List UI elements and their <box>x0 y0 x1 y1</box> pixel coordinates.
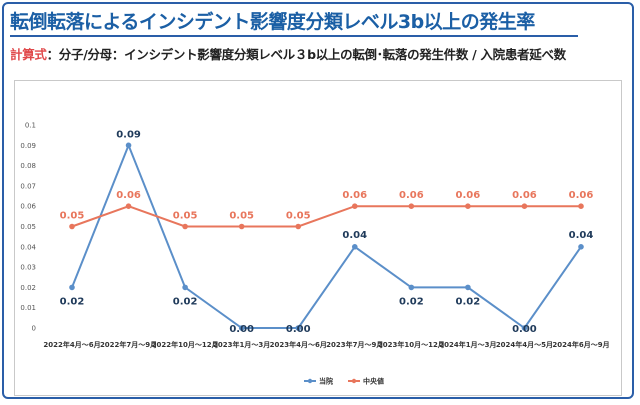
series-line-2 <box>71 205 581 228</box>
data-point <box>578 203 584 209</box>
legend-label-1: 当院 <box>319 377 333 386</box>
chart-area-border <box>14 80 622 396</box>
legend-label-2: 中央値 <box>363 377 384 386</box>
data-point <box>521 325 528 331</box>
data-point <box>125 142 132 149</box>
line-chart: 0 0.01 0.02 0.03 0.04 0.05 0.06 0.07 0.08 0.09 0.1… <box>20 122 609 386</box>
data-point <box>295 325 302 331</box>
data-label: 0.04 <box>342 230 367 241</box>
data-point <box>465 284 471 291</box>
page-title: 転倒転落によるインシデント影響度分類レベル3b以上の発生率 <box>10 11 535 33</box>
y-tick-label: 0 <box>32 325 36 333</box>
data-label: 0.02 <box>399 296 424 307</box>
x-tick-label: 2023年4月～6月 <box>270 340 327 349</box>
data-label: 0.02 <box>173 296 198 307</box>
y-tick-label: 0.08 <box>20 162 36 170</box>
data-label: 0.06 <box>512 190 537 201</box>
x-tick-label: 2024年4月～5月 <box>496 340 553 349</box>
data-label: 0.06 <box>116 190 141 201</box>
data-label: 0.05 <box>173 211 198 222</box>
data-point <box>238 325 245 331</box>
data-label: 0.09 <box>116 129 141 140</box>
y-tick-label: 0.06 <box>20 203 36 211</box>
data-point <box>69 223 75 230</box>
data-label: 0.00 <box>512 324 537 335</box>
data-label: 0.04 <box>569 230 594 241</box>
data-label: 0.02 <box>60 296 85 307</box>
data-point <box>69 284 75 291</box>
data-label: 0.00 <box>286 324 311 335</box>
y-tick-label: 0.02 <box>20 284 36 292</box>
x-tick-label: 2022年4月～6月 <box>43 340 100 349</box>
y-tick-label: 0.01 <box>20 304 36 312</box>
data-point <box>408 203 415 209</box>
data-label: 0.05 <box>60 211 85 222</box>
x-tick-label: 2022年7月～9月 <box>100 340 157 349</box>
data-label: 0.06 <box>456 190 481 201</box>
x-tick-label: 2023年7月～9月 <box>326 340 383 349</box>
data-point <box>351 203 358 209</box>
data-label: 0.06 <box>342 190 367 201</box>
data-label: 0.06 <box>569 190 594 201</box>
data-point <box>125 203 132 209</box>
y-tick-label: 0.05 <box>20 223 36 231</box>
data-point <box>182 223 188 230</box>
data-label: 0.00 <box>229 324 254 335</box>
series-line-1 <box>71 142 582 330</box>
data-label: 0.05 <box>286 211 311 222</box>
legend-marker-2 <box>351 378 357 384</box>
data-point <box>295 223 302 230</box>
x-tick-label: 2024年1月～3月 <box>439 340 496 349</box>
x-tick-label: 2023年10月～12月 <box>378 340 445 349</box>
y-tick-label: 0.09 <box>20 142 36 150</box>
x-tick-label: 2024年6月～9月 <box>552 340 609 349</box>
data-label: 0.02 <box>456 296 481 307</box>
data-point <box>238 223 245 230</box>
title-underline <box>10 35 578 37</box>
data-point <box>408 284 415 291</box>
data-point <box>578 244 584 250</box>
y-tick-label: 0.03 <box>20 264 36 272</box>
data-point <box>521 203 528 209</box>
data-label: 0.05 <box>229 211 254 222</box>
formula-text: ：分子/分母：インシデント影響度分類レベル３b以上の転倒･転落の発生件数 / 入… <box>46 47 567 62</box>
x-tick-label: 2022年10月～12月 <box>152 340 219 349</box>
data-label: 0.06 <box>399 190 424 201</box>
data-point <box>182 284 188 291</box>
legend-marker-1 <box>307 378 313 384</box>
data-point <box>351 244 358 250</box>
data-point <box>465 203 471 209</box>
formula-line: 計算式：分子/分母：インシデント影響度分類レベル３b以上の転倒･転落の発生件数 … <box>10 44 632 63</box>
formula-label: 計算式 <box>10 47 47 62</box>
y-tick-label: 0.04 <box>20 243 36 251</box>
y-tick-label: 0.1 <box>25 122 36 130</box>
x-tick-label: 2023年1月～3月 <box>213 340 270 349</box>
y-tick-label: 0.07 <box>20 182 36 190</box>
